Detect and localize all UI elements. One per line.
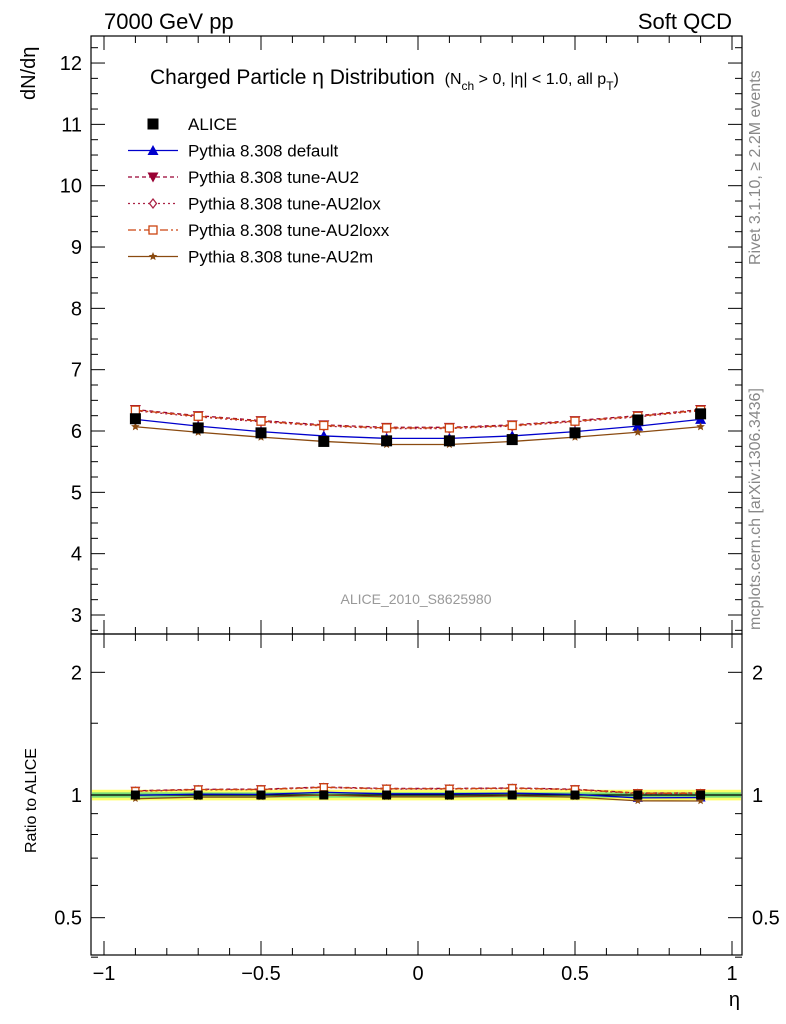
ratio-point-pythia-8-308-tune-au2loxx	[319, 783, 328, 792]
point-alice	[192, 422, 204, 434]
legend-marker-pythia-8-308-default	[147, 145, 159, 155]
ratio-tick-label-left: 2	[71, 662, 82, 684]
ratio-point-pythia-8-308-tune-au2m	[696, 797, 705, 805]
ratio-tick-label-right: 0.5	[752, 908, 780, 930]
legend-label-pythia-8-308-default: Pythia 8.308 default	[188, 142, 339, 161]
analysis-id: ALICE_2010_S8625980	[340, 591, 491, 607]
title-cond-c: )	[614, 71, 619, 88]
title-cond-a: (N	[445, 71, 462, 88]
legend-label-alice: ALICE	[188, 115, 237, 134]
series-line-pythia-8-308-tune-au2loxx	[135, 409, 701, 429]
y-tick-label: 5	[71, 482, 82, 504]
legend-marker-pythia-8-308-tune-au2m	[148, 252, 158, 261]
point-alice	[695, 408, 707, 420]
point-alice	[381, 435, 393, 447]
series-line-pythia-8-308-default	[135, 418, 701, 440]
point-pythia-8-308-tune-au2loxx	[319, 420, 329, 431]
point-alice	[318, 435, 330, 447]
title-cond-sub2: T	[606, 79, 614, 93]
series-main-panel	[129, 405, 707, 449]
legend-label-pythia-8-308-tune-au2loxx: Pythia 8.308 tune-AU2loxx	[188, 221, 390, 240]
point-alice	[443, 435, 455, 447]
ratio-tick-label-left: 1	[71, 785, 82, 807]
title-main: Charged Particle η Distribution	[150, 66, 435, 89]
y-tick-label: 9	[71, 237, 82, 259]
point-pythia-8-308-tune-au2m	[696, 422, 705, 431]
y-tick-label: 11	[61, 114, 82, 136]
title-cond-sub1: ch	[462, 79, 475, 93]
point-alice	[506, 434, 518, 446]
legend-label-pythia-8-308-tune-au2lox: Pythia 8.308 tune-AU2lox	[188, 195, 381, 214]
x-tick-label: 0	[412, 963, 423, 985]
ratio-point-pythia-8-308-tune-au2m	[634, 796, 642, 805]
y-axis-label-ratio: Ratio to ALICE	[23, 748, 40, 853]
header-right: Soft QCD	[638, 9, 732, 34]
point-alice	[632, 414, 644, 426]
y-tick-label: 8	[71, 298, 82, 320]
header-left: 7000 GeV pp	[104, 9, 234, 34]
point-pythia-8-308-tune-au2loxx	[256, 416, 266, 426]
x-axis-label: η	[729, 989, 740, 1011]
ratio-line-pythia-8-308-default	[135, 791, 701, 799]
ratio-line-pythia-8-308-tune-au2m	[135, 794, 701, 802]
ratio-uncertainty-band	[91, 789, 742, 801]
y-tick-label: 10	[60, 176, 82, 198]
ratio-point-alice	[570, 790, 580, 800]
ratio-point-alice	[319, 790, 329, 800]
ratio-tick-label-right: 1	[752, 785, 763, 807]
rivet-label: Rivet 3.1.10, ≥ 2.2M events	[747, 70, 764, 265]
y-tick-label: 12	[60, 53, 82, 75]
legend-marker-pythia-8-308-tune-au2lox	[148, 197, 158, 210]
ratio-point-alice	[130, 790, 140, 800]
y-axis-label-top: dN/dη	[18, 47, 40, 100]
legend: ALICE Pythia 8.308 default Pythia 8.308 tu…	[128, 115, 390, 267]
ratio-point-alice	[696, 790, 706, 800]
ratio-point-alice	[382, 790, 392, 800]
series-line-pythia-8-308-tune-au2lox	[135, 410, 701, 430]
legend-marker-pythia-8-308-tune-au2loxx	[148, 225, 158, 235]
x-tick-label: −0.5	[241, 963, 280, 985]
ratio-line-pythia-8-308-tune-au2loxx	[135, 786, 701, 794]
point-pythia-8-308-tune-au2loxx	[507, 420, 517, 431]
ratio-tick-label-right: 2	[752, 662, 763, 684]
title-cond-b: > 0, |η| < 1.0, all p	[474, 71, 606, 88]
legend-marker-alice	[147, 118, 159, 130]
y-tick-label: 3	[71, 605, 82, 627]
ratio-point-alice	[507, 790, 517, 800]
point-pythia-8-308-tune-au2loxx	[130, 405, 141, 415]
series-ratio-panel	[130, 782, 706, 805]
point-pythia-8-308-default	[632, 420, 644, 431]
y-tick-label: 4	[71, 544, 82, 566]
legend-label-pythia-8-308-tune-au2: Pythia 8.308 tune-AU2	[188, 168, 359, 187]
point-pythia-8-308-tune-au2m	[131, 422, 140, 431]
point-pythia-8-308-tune-au2loxx	[570, 416, 580, 426]
point-pythia-8-308-tune-au2loxx	[381, 423, 392, 433]
legend-label-pythia-8-308-tune-au2m: Pythia 8.308 tune-AU2m	[188, 248, 373, 267]
mcplots-label: mcplots.cern.ch [arXiv:1306.3436]	[747, 388, 764, 630]
ratio-tick-label-left: 0.5	[54, 908, 82, 930]
x-tick-label: 0.5	[561, 963, 589, 985]
point-alice	[569, 427, 581, 439]
point-alice	[129, 413, 141, 425]
point-alice	[255, 427, 267, 439]
ratio-point-alice	[444, 790, 454, 800]
ratio-point-alice	[193, 790, 203, 800]
x-tick-label: 1	[726, 963, 737, 985]
ratio-point-alice	[256, 790, 266, 800]
x-tick-label: −1	[93, 963, 116, 985]
legend-marker-pythia-8-308-tune-au2	[147, 172, 159, 183]
series-line-pythia-8-308-tune-au2m	[135, 426, 701, 446]
point-pythia-8-308-tune-au2loxx	[193, 411, 203, 421]
ratio-point-alice	[633, 790, 643, 800]
y-tick-label: 6	[71, 421, 82, 443]
chart-title: Charged Particle η Distribution (Nch > 0…	[150, 66, 619, 93]
point-pythia-8-308-tune-au2loxx	[444, 423, 455, 433]
y-tick-label: 7	[71, 360, 82, 382]
point-pythia-8-308-tune-au2m	[633, 427, 643, 436]
